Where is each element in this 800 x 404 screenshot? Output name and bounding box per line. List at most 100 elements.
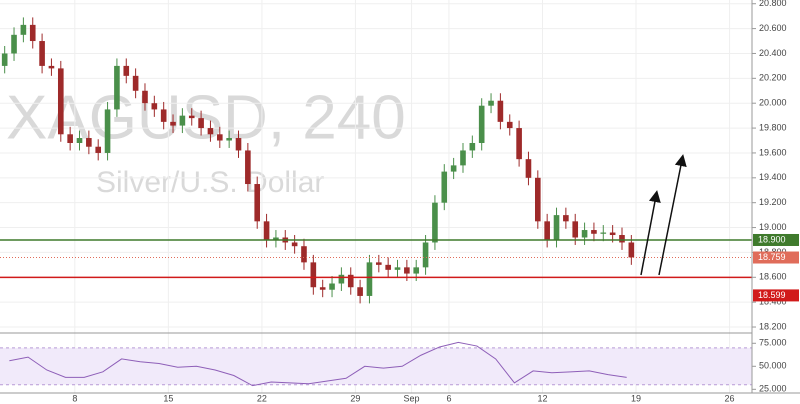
- y-tick-label: 18.200: [759, 321, 787, 331]
- x-tick-label: 19: [631, 393, 641, 403]
- candle-body: [188, 115, 195, 119]
- y-tick-label: 18.600: [759, 272, 787, 282]
- candle-body: [450, 165, 457, 172]
- candle-body: [132, 75, 139, 91]
- y-tick-label: 20.400: [759, 48, 787, 58]
- candle-body: [179, 115, 186, 126]
- candle-body: [216, 134, 223, 141]
- candle-body: [544, 221, 550, 240]
- candle-body: [48, 65, 55, 69]
- candle-body: [591, 230, 597, 234]
- candle-body: [263, 221, 270, 240]
- candle-body: [67, 134, 73, 143]
- y-tick-label: 19.400: [759, 172, 787, 182]
- candle-body: [441, 171, 448, 203]
- candle-body: [1, 53, 8, 66]
- y-tick-label: 20.800: [759, 0, 787, 8]
- candle-body: [235, 138, 242, 151]
- candle-body: [86, 138, 92, 147]
- candle-body: [376, 262, 382, 265]
- candle-body: [581, 230, 588, 238]
- candle-body: [600, 232, 607, 234]
- y-tick-label: 19.000: [759, 222, 787, 232]
- candle-body: [563, 215, 569, 222]
- candle-body: [385, 264, 391, 270]
- y-tick-label: 20.200: [759, 73, 787, 83]
- candle-body: [123, 65, 130, 76]
- x-tick-label: 8: [72, 393, 77, 403]
- candle-body: [310, 262, 317, 288]
- candle-body: [488, 100, 494, 106]
- candle-body: [413, 267, 420, 274]
- candle-body: [142, 90, 148, 104]
- x-tick-label: 6: [446, 393, 451, 403]
- candle-body: [301, 246, 307, 263]
- rsi-band: [0, 347, 752, 385]
- watermark-title: XAGUSD, 240: [6, 83, 406, 152]
- x-tick-label: 26: [725, 393, 735, 403]
- candle-body: [226, 138, 232, 141]
- candle-body: [478, 105, 485, 143]
- candle-body: [628, 242, 635, 258]
- candle-body: [254, 184, 261, 222]
- y-tick-label: 20.000: [759, 98, 787, 108]
- candle-body: [497, 100, 504, 122]
- candle-body: [170, 121, 176, 126]
- candle-body: [207, 128, 214, 135]
- rsi-tick-label: 50.000: [759, 361, 787, 371]
- candle-body: [245, 150, 251, 185]
- candle-body: [338, 274, 345, 284]
- x-tick-label: 12: [537, 393, 547, 403]
- rsi-line: [9, 341, 627, 387]
- marks: [0, 17, 752, 387]
- arrow: [640, 190, 661, 276]
- candle-body: [460, 150, 466, 166]
- arrow: [658, 154, 687, 276]
- rsi-tick-label: 25.000: [759, 384, 787, 394]
- rsi-tick-label: 75.000: [759, 338, 787, 348]
- x-tick-label: 22: [257, 393, 267, 403]
- candle-body: [516, 128, 522, 160]
- candle-body: [57, 68, 64, 135]
- y-tick-label: 19.200: [759, 197, 787, 207]
- candle-body: [11, 34, 17, 54]
- x-tick-label: 15: [163, 393, 173, 403]
- candle-body: [114, 65, 120, 110]
- candle-body: [619, 235, 625, 243]
- candle-body: [572, 221, 579, 238]
- candle-body: [198, 118, 204, 129]
- candle-body: [29, 24, 36, 42]
- candle-body: [104, 109, 111, 153]
- candle-body: [553, 215, 560, 240]
- candle-body: [432, 202, 438, 243]
- candle-body: [357, 287, 363, 296]
- candle-body: [273, 237, 279, 240]
- candle-body: [39, 41, 45, 66]
- candle-body: [20, 24, 27, 35]
- candle-body: [329, 283, 335, 290]
- candle-body: [76, 138, 83, 143]
- level-label: 18.900: [758, 234, 786, 244]
- y-tick-label: 20.600: [759, 23, 787, 33]
- candle-body: [404, 267, 410, 274]
- candle-body: [291, 242, 298, 247]
- watermark-subtitle: Silver/U.S. Dollar: [96, 166, 324, 199]
- level-label: 18.599: [758, 290, 786, 300]
- candle-body: [160, 109, 167, 122]
- y-tick-label: 19.800: [759, 122, 787, 132]
- candle-body: [151, 103, 158, 110]
- candle-body: [525, 159, 532, 178]
- candle-body: [394, 267, 401, 270]
- x-tick-label: 29: [350, 393, 360, 403]
- y-tick-label: 18.400: [759, 297, 787, 307]
- x-tick-label: Sep: [404, 393, 420, 403]
- candle-body: [609, 232, 616, 236]
- candle-body: [95, 146, 102, 153]
- y-tick-label: 19.600: [759, 147, 787, 157]
- labels: 8152229Sep612192618.20018.40018.60018.80…: [72, 0, 799, 403]
- candle-body: [506, 121, 513, 129]
- level-label-box: [753, 251, 799, 264]
- candle-body: [535, 177, 541, 222]
